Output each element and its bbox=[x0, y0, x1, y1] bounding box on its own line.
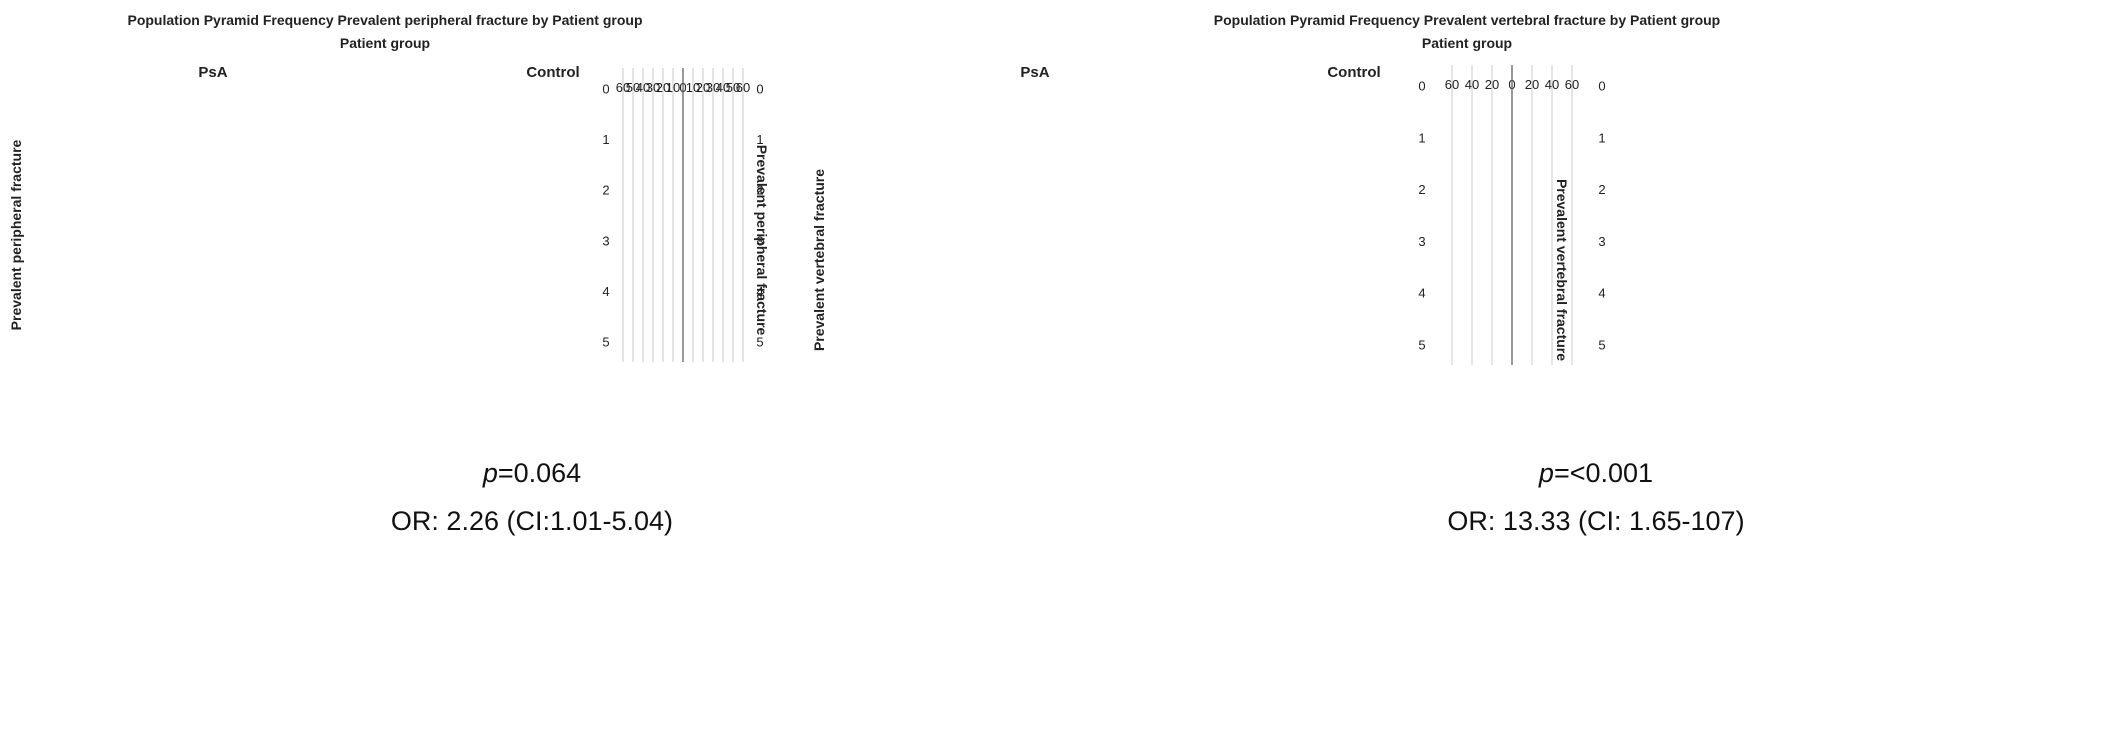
chart-title: Population Pyramid Frequency Prevalent v… bbox=[1214, 12, 1720, 28]
y-tick-label-left: 2 bbox=[602, 183, 609, 198]
y-tick-label-left: 1 bbox=[602, 132, 609, 147]
y-tick-label-right: 3 bbox=[1598, 234, 1605, 249]
p-value-text: =0.064 bbox=[497, 458, 582, 488]
x-tick-label: 20 bbox=[696, 80, 710, 95]
x-tick-label: 60 bbox=[736, 80, 750, 95]
y-tick-label-left: 1 bbox=[1418, 130, 1425, 145]
y-tick-label-right: 0 bbox=[1598, 79, 1605, 94]
x-tick-label: 60 bbox=[1445, 77, 1459, 92]
y-tick-label-right: 3 bbox=[756, 233, 763, 248]
y-tick-label-right: 0 bbox=[756, 81, 763, 96]
x-tick-label: 10 bbox=[666, 80, 680, 95]
y-tick-label-right: 4 bbox=[756, 284, 763, 299]
y-tick-label-left: 4 bbox=[602, 284, 609, 299]
x-tick-label: 60 bbox=[1565, 77, 1579, 92]
left-group-label: PsA bbox=[1020, 64, 1049, 81]
y-axis-label-left: Prevalent peripheral fracture bbox=[8, 139, 24, 330]
y-tick-label-right: 1 bbox=[1598, 130, 1605, 145]
group-title: Patient group bbox=[340, 35, 430, 51]
plot-area: 0202040406060001122334455 bbox=[1418, 65, 1606, 365]
right-group-label: Control bbox=[1327, 64, 1380, 81]
x-tick-label: 10 bbox=[686, 80, 700, 95]
x-tick-label: 40 bbox=[1545, 77, 1559, 92]
y-tick-label-right: 2 bbox=[756, 183, 763, 198]
y-axis-label-left: Prevalent vertebral fracture bbox=[811, 169, 827, 351]
y-tick-label-right: 4 bbox=[1598, 286, 1605, 301]
odds-ratio: OR: 13.33 (CI: 1.65-107) bbox=[1447, 506, 1745, 536]
chart-title: Population Pyramid Frequency Prevalent p… bbox=[127, 12, 642, 28]
x-tick-label: 20 bbox=[1485, 77, 1499, 92]
right-group-label: Control bbox=[526, 64, 579, 81]
y-tick-label-left: 4 bbox=[1418, 286, 1425, 301]
y-tick-label-left: 5 bbox=[602, 335, 609, 350]
vertebral-fracture-panel: Population Pyramid Frequency Prevalent v… bbox=[811, 0, 2128, 740]
x-tick-label: 20 bbox=[1525, 77, 1539, 92]
x-tick-label: 40 bbox=[636, 80, 650, 95]
p-value: p=0.064 bbox=[482, 458, 582, 488]
x-tick-label: 60 bbox=[616, 80, 630, 95]
y-axis-label-right: Prevalent vertebral fracture bbox=[1554, 179, 1570, 361]
y-tick-label-left: 0 bbox=[1418, 79, 1425, 94]
plot-area: 0101020203030404050506060001122334455 bbox=[602, 68, 764, 362]
x-tick-label: 30 bbox=[706, 80, 720, 95]
x-tick-label: 40 bbox=[716, 80, 730, 95]
x-tick-label: 50 bbox=[726, 80, 740, 95]
y-tick-label-left: 5 bbox=[1418, 337, 1425, 352]
y-tick-label-left: 0 bbox=[602, 81, 609, 96]
y-tick-label-right: 5 bbox=[1598, 337, 1605, 352]
y-tick-label-left: 2 bbox=[1418, 182, 1425, 197]
odds-ratio: OR: 2.26 (CI:1.01-5.04) bbox=[390, 506, 674, 536]
y-tick-label-left: 3 bbox=[602, 233, 609, 248]
y-tick-label-right: 5 bbox=[756, 335, 763, 350]
peripheral-fracture-chart: Population Pyramid Frequency Prevalent p… bbox=[8, 12, 770, 362]
y-axis-label-right: Prevalent peripheral fracture bbox=[754, 145, 770, 336]
y-tick-label-left: 3 bbox=[1418, 234, 1425, 249]
y-tick-label-right: 1 bbox=[756, 132, 763, 147]
p-value-text: =<0.001 bbox=[1553, 458, 1654, 488]
x-tick-label: 50 bbox=[626, 80, 640, 95]
peripheral-fracture-panel: Population Pyramid Frequency Prevalent p… bbox=[8, 12, 770, 536]
x-tick-label: 30 bbox=[646, 80, 660, 95]
x-tick-label: 20 bbox=[656, 80, 670, 95]
vertebral-fracture-chart: Population Pyramid Frequency Prevalent v… bbox=[811, 12, 1720, 365]
y-tick-label-right: 2 bbox=[1598, 182, 1605, 197]
x-tick-label: 40 bbox=[1465, 77, 1479, 92]
left-group-label: PsA bbox=[198, 64, 227, 81]
p-value: p=<0.001 bbox=[1538, 458, 1654, 488]
group-title: Patient group bbox=[1422, 35, 1512, 51]
